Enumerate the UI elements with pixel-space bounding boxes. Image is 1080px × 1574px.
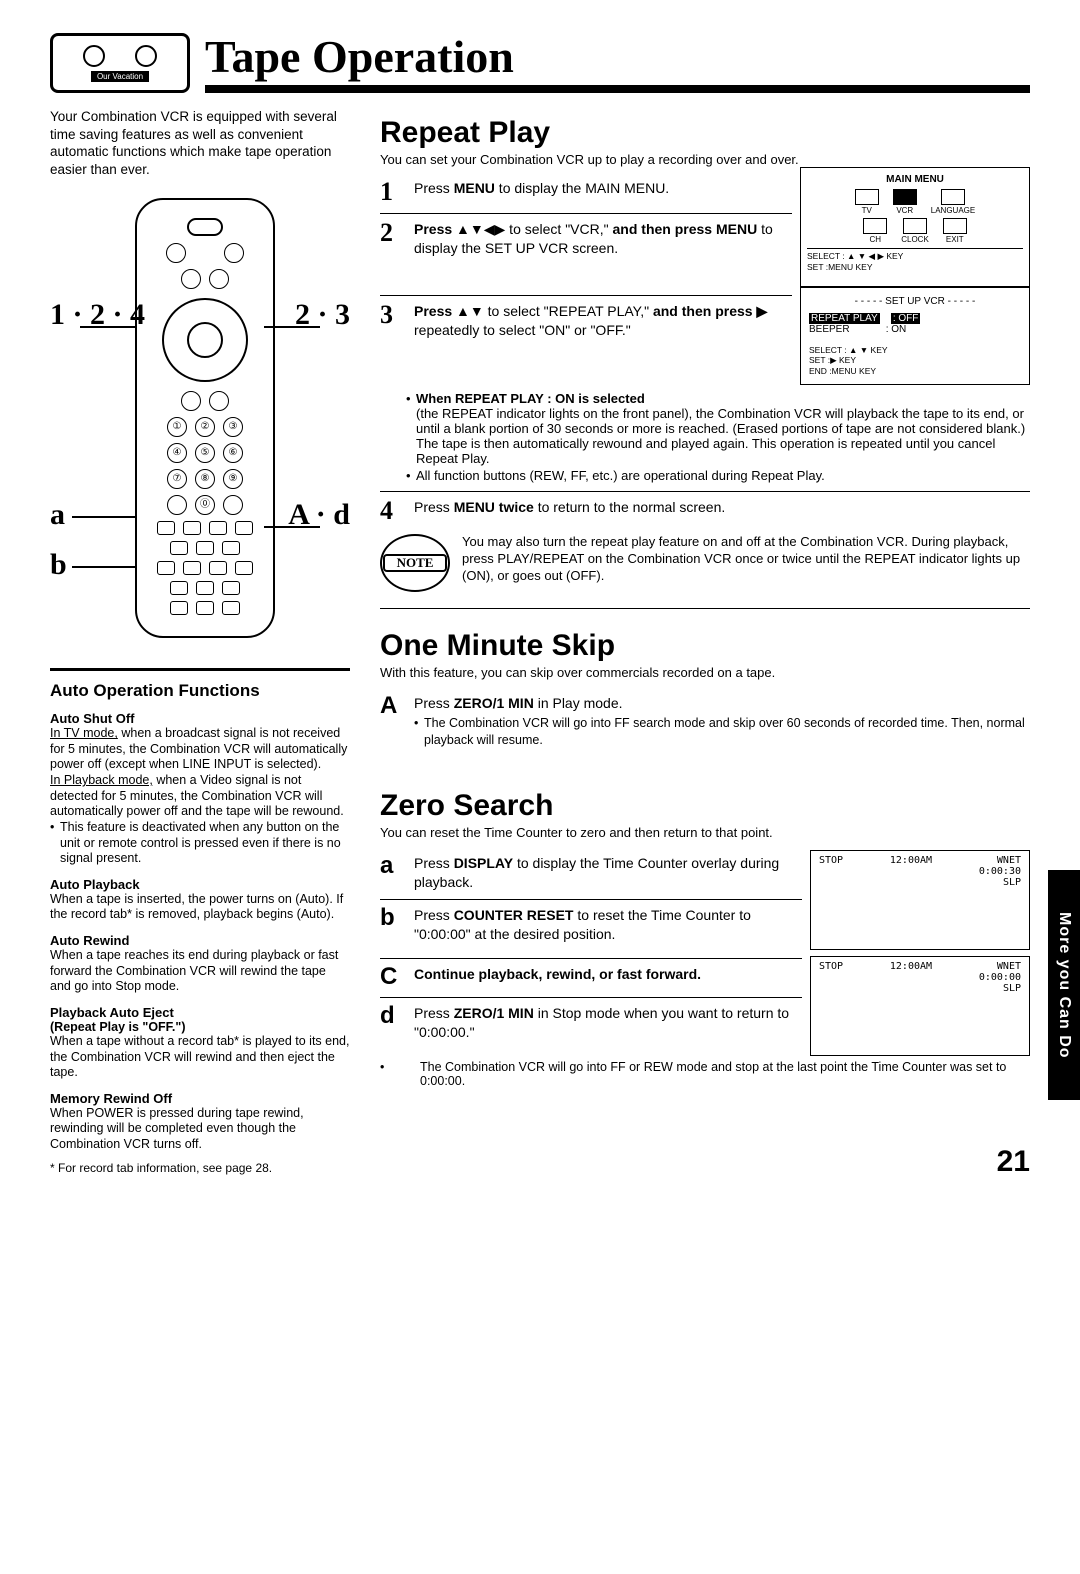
stepA-text: Press ZERO/1 MIN in Play mode. The Combi… [414,694,1030,749]
auto-heading: Auto Operation Functions [50,681,350,701]
auto-shutoff-body: In TV mode, when a broadcast signal is n… [50,726,350,773]
auto-shutoff-body2: In Playback mode, when a Video signal is… [50,773,350,820]
step-d-bullet: The Combination VCR will go into FF or R… [380,1060,1030,1088]
footnote: * For record tab information, see page 2… [50,1161,350,1175]
step-a-text: Press DISPLAY to display the Time Counte… [414,854,802,892]
auto-eject-title: Playback Auto Eject [50,1005,350,1020]
auto-eject-body: When a tape without a record tab* is pla… [50,1034,350,1081]
step-a: a [380,854,406,878]
remote-diagram: ①②③ ④⑤⑥ ⑦⑧⑨ ⓪ 1 · 2 · 4 a b 2 · 3 A · d [50,198,350,658]
callout-a: a [50,498,65,532]
skip-title: One Minute Skip [380,629,1030,663]
counter-display-1: STOP12:00AMWNET0:00:30SLP [810,850,1030,950]
step-2: 2 [380,220,406,246]
auto-eject-sub: (Repeat Play is "OFF.") [50,1020,350,1034]
step-4: 4 [380,498,406,524]
cassette-label: Our Vacation [91,71,149,82]
auto-shutoff-title: Auto Shut Off [50,711,350,726]
step-d-text: Press ZERO/1 MIN in Stop mode when you w… [414,1004,802,1042]
when-block: When REPEAT PLAY : ON is selected (the R… [380,391,1030,483]
step-c-text: Continue playback, rewind, or fast forwa… [414,965,802,984]
setup-vcr-osd: - - - - - SET UP VCR - - - - - REPEAT PL… [800,287,1030,385]
step-c: C [380,965,406,989]
note-icon: NOTE [380,534,450,592]
side-tab: More you Can Do [1048,870,1080,1100]
step-d: d [380,1004,406,1028]
auto-rewind-title: Auto Rewind [50,933,350,948]
callout-b: b [50,548,67,582]
memory-body: When POWER is pressed during tape rewind… [50,1106,350,1153]
skip-sub: With this feature, you can skip over com… [380,665,1030,680]
memory-title: Memory Rewind Off [50,1091,350,1106]
note-text: You may also turn the repeat play featur… [462,534,1030,585]
counter-display-2: STOP12:00AMWNET0:00:00SLP [810,956,1030,1056]
step1-text: Press MENU to display the MAIN MENU. [414,179,792,198]
intro-text: Your Combination VCR is equipped with se… [50,108,350,178]
auto-playback-title: Auto Playback [50,877,350,892]
auto-shutoff-bullet: This feature is deactivated when any but… [50,820,350,867]
repeat-title: Repeat Play [380,116,1030,150]
page-title: Tape Operation [205,30,1030,93]
zero-title: Zero Search [380,789,1030,823]
auto-playback-body: When a tape is inserted, the power turns… [50,892,350,923]
page-number: 21 [997,1145,1030,1179]
main-menu-osd: MAIN MENU TV VCR LANGUAGE CH CLOCK EXIT … [800,167,1030,287]
cassette-icon: Our Vacation [50,33,190,93]
repeat-sub: You can set your Combination VCR up to p… [380,152,1030,167]
step-b: b [380,906,406,930]
step-3: 3 [380,302,406,328]
step-1: 1 [380,179,406,205]
zero-sub: You can reset the Time Counter to zero a… [380,825,1030,840]
auto-rewind-body: When a tape reaches its end during playb… [50,948,350,995]
step3-text: Press ▲▼ to select "REPEAT PLAY," and th… [414,302,792,340]
step-A: A [380,694,406,718]
step2-text: Press ▲▼◀▶ to select "VCR," and then pre… [414,220,792,258]
step-b-text: Press COUNTER RESET to reset the Time Co… [414,906,802,944]
step4-text: Press MENU twice to return to the normal… [414,498,1030,517]
